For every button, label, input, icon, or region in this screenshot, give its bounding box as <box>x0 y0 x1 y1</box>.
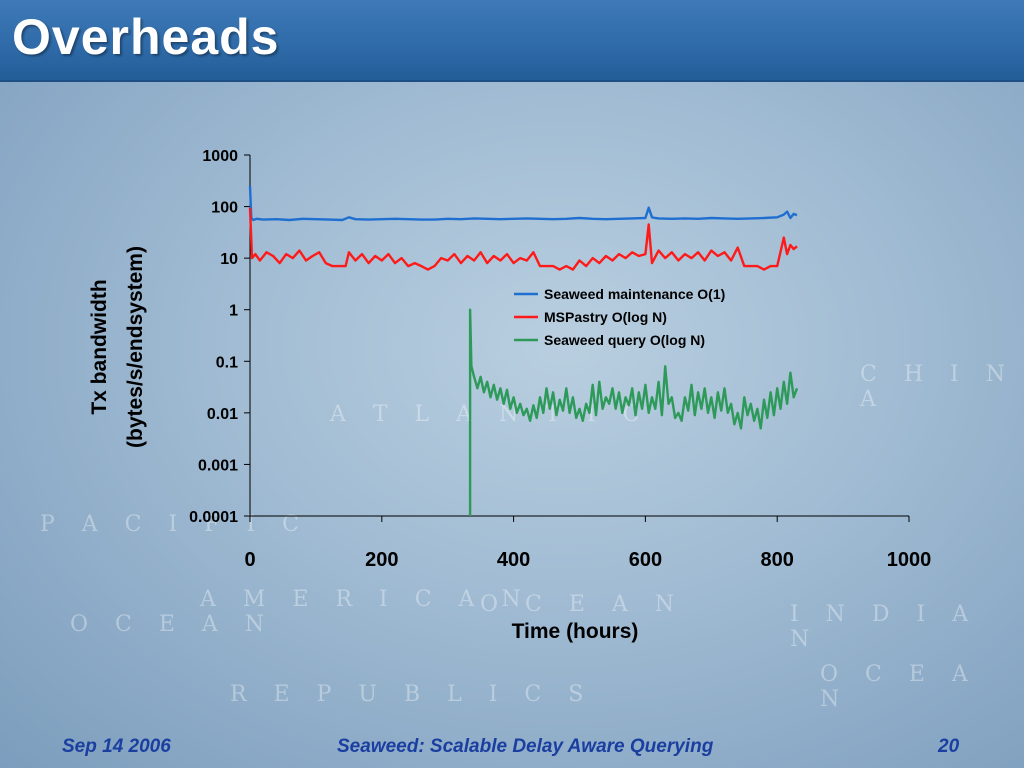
chart-legend: Seaweed maintenance O(1) MSPastry O(log N… <box>514 286 725 348</box>
y-tick-label: 100 <box>211 200 238 217</box>
y-tick-label: 0.001 <box>198 457 238 474</box>
x-tick-label: 400 <box>497 549 530 571</box>
y-tick-label: 1000 <box>202 148 238 165</box>
map-decor-word: I N D I A N <box>790 602 979 652</box>
slide-title: Overheads <box>12 9 280 65</box>
footer: Sep 14 2006 Seaweed: Scalable Delay Awar… <box>0 730 1024 768</box>
chart-series <box>248 185 799 516</box>
x-tick-label: 800 <box>761 549 794 571</box>
series-line-2 <box>248 207 798 271</box>
y-axis-label-line2: (bytes/s/endsystem) <box>124 246 147 448</box>
x-tick-label: 200 <box>365 549 398 571</box>
y-tick-label: 10 <box>220 251 238 268</box>
footer-title: Seaweed: Scalable Delay Aware Querying <box>337 736 714 757</box>
map-decor-word: C H I N A <box>860 362 1015 412</box>
x-tick-label: 1000 <box>887 549 932 571</box>
slide-number: 20 <box>938 736 960 757</box>
series-line-1 <box>248 185 798 222</box>
footer-date: Sep 14 2006 <box>62 736 171 757</box>
world-map-watermark: P A C I F I C O C E A N A M E R I C A N … <box>0 82 1024 722</box>
legend-label: MSPastry O(log N) <box>544 309 667 325</box>
y-tick-label: 0.1 <box>216 354 238 371</box>
map-decor-word: R E P U B L I C S <box>230 682 594 707</box>
y-tick-label: 0.01 <box>207 406 238 423</box>
map-decor-word: A M E R I C A N <box>200 587 531 612</box>
map-decor-word: O C E A N <box>820 662 978 712</box>
x-axis-label: Time (hours) <box>512 620 639 643</box>
map-decor-word: O C E A N <box>480 592 685 617</box>
map-decor-word: O C E A N <box>70 612 275 637</box>
y-tick-label: 1 <box>229 303 238 320</box>
series-line-3 <box>468 308 799 516</box>
chart-axes: 1000 100 10 1 0.1 0.01 0.001 0.0001 0 200 400 600 80… <box>189 148 931 571</box>
y-axis-label-line1: Tx bandwidth <box>88 279 111 414</box>
title-bar: Overheads <box>0 0 1024 82</box>
x-tick-label: 600 <box>629 549 662 571</box>
y-tick-label: 0.0001 <box>189 509 238 526</box>
x-tick-label: 0 <box>244 549 255 571</box>
legend-label: Seaweed maintenance O(1) <box>544 286 725 302</box>
legend-label: Seaweed query O(log N) <box>544 332 705 348</box>
